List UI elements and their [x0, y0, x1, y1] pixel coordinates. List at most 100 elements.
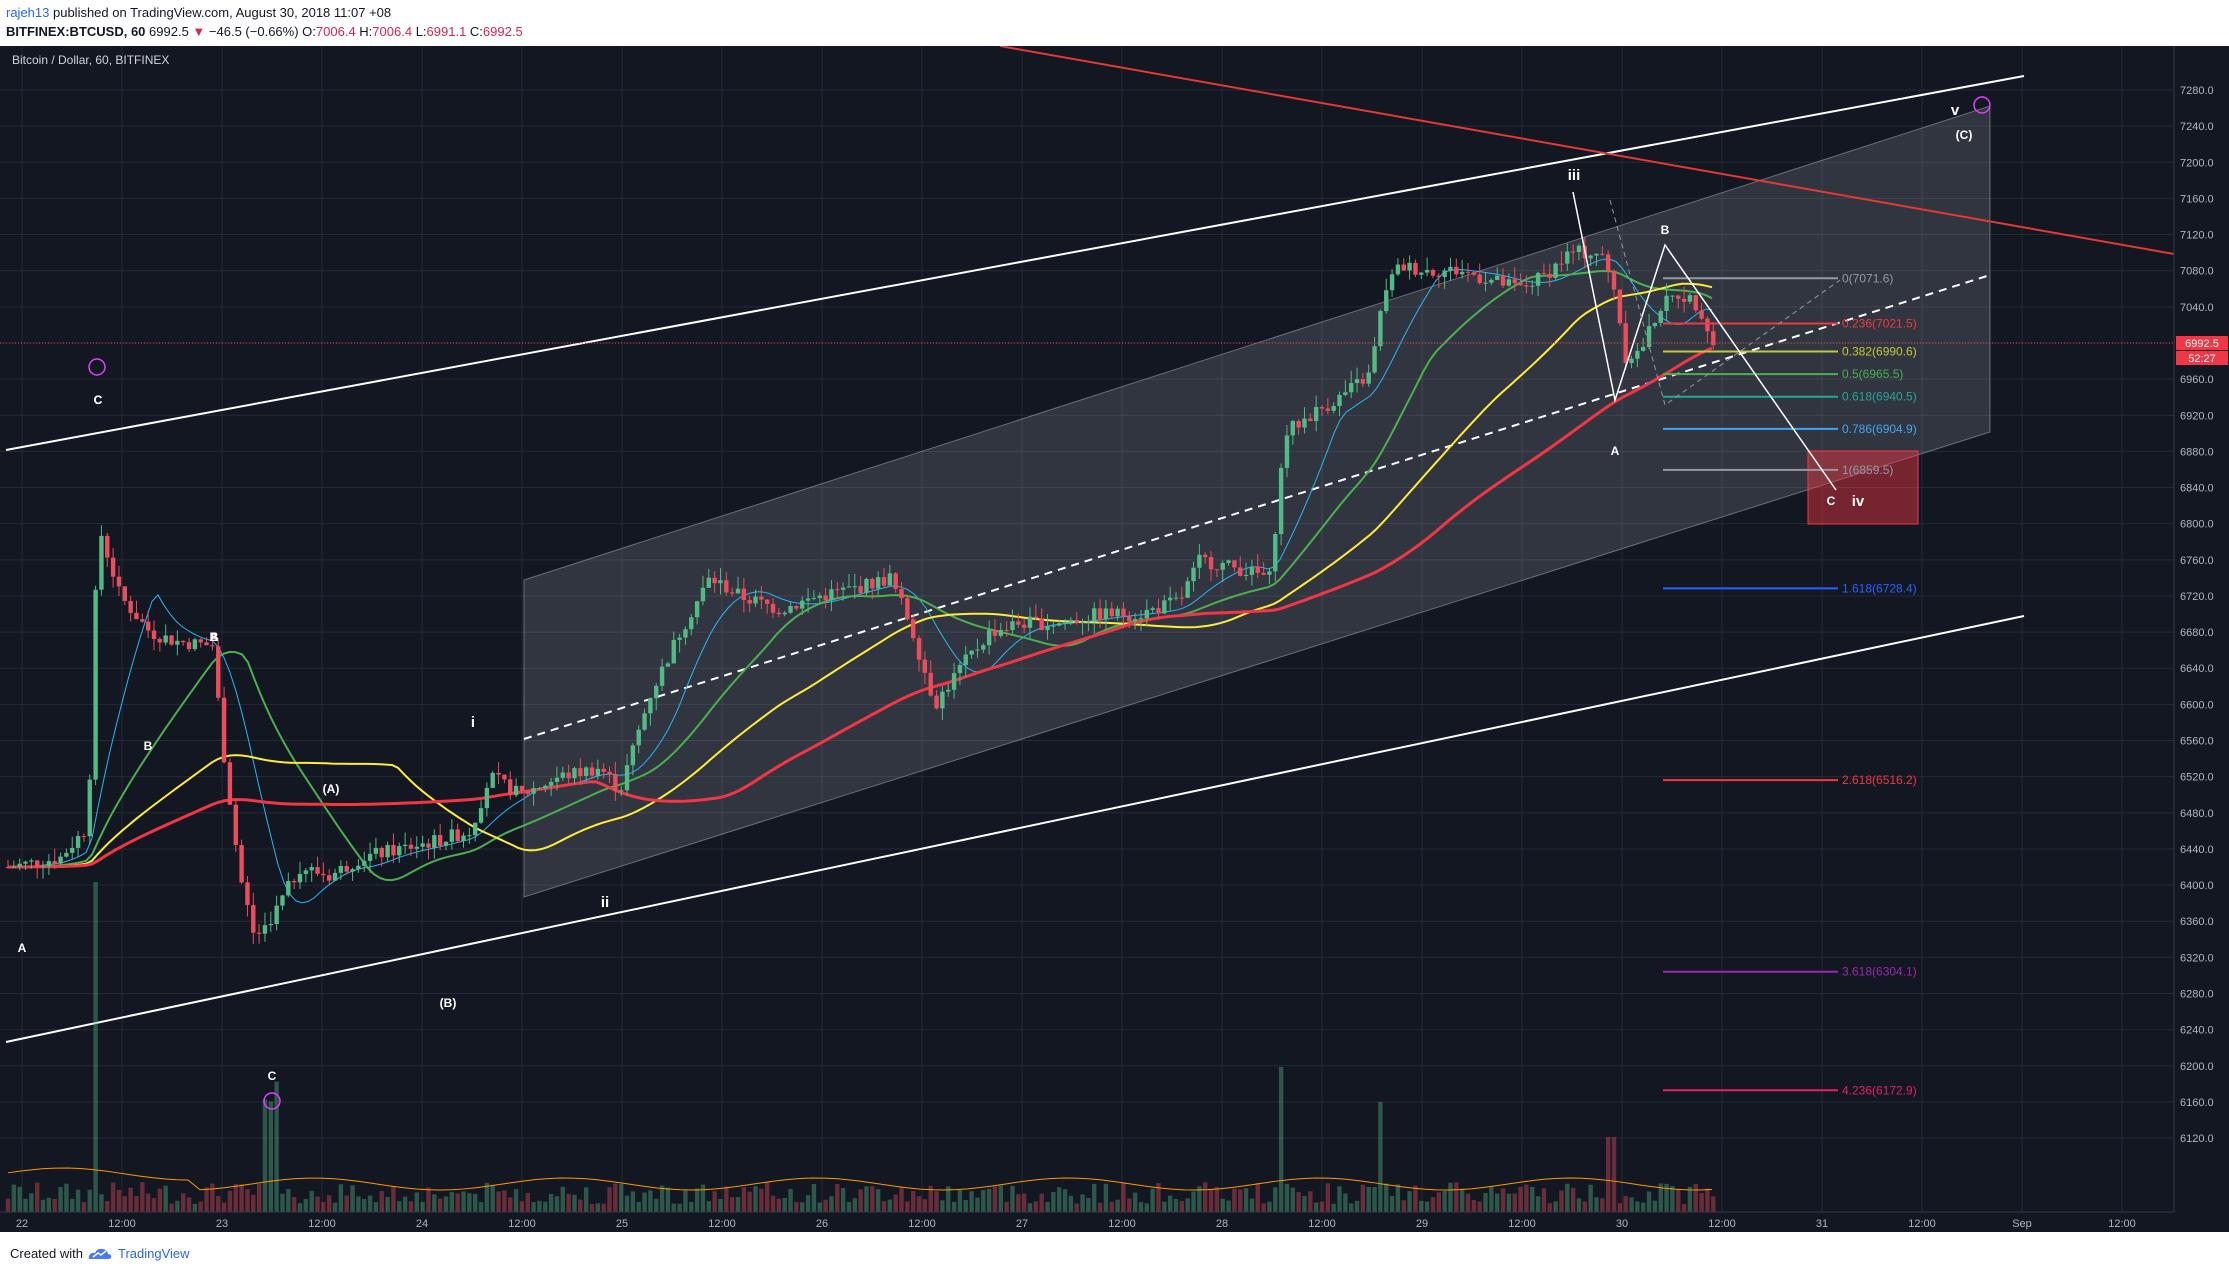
- volume-bar: [893, 1194, 898, 1212]
- volume-bar: [852, 1198, 857, 1212]
- high-value: 7006.4: [372, 24, 413, 39]
- candle-body: [1308, 418, 1313, 422]
- candle-body: [537, 788, 542, 790]
- candle-body: [548, 781, 554, 786]
- candle-body: [216, 646, 221, 698]
- volume-bar: [461, 1191, 466, 1212]
- volume-bar: [747, 1191, 752, 1212]
- volume-bar: [1495, 1193, 1500, 1212]
- price-tick-label: 6320.0: [2180, 952, 2214, 964]
- candle-body: [1693, 295, 1698, 311]
- price-tick-label: 6480.0: [2180, 808, 2214, 820]
- volume-bar: [1378, 1102, 1383, 1212]
- time-tick-label: 31: [1816, 1218, 1828, 1230]
- price-axis[interactable]: [2174, 46, 2229, 1232]
- tradingview-brand[interactable]: TradingView: [118, 1246, 190, 1261]
- candle-body: [905, 598, 910, 620]
- volume-bar: [1535, 1196, 1541, 1212]
- volume-bar: [221, 1202, 227, 1212]
- candle-body: [321, 873, 326, 876]
- candle-body: [426, 843, 431, 848]
- volume-bar: [478, 1202, 484, 1212]
- time-tick-label: 12:00: [108, 1218, 136, 1230]
- volume-bar: [548, 1193, 554, 1212]
- time-axis[interactable]: [0, 1212, 2229, 1232]
- volume-bar: [70, 1198, 75, 1212]
- volume-bar: [741, 1187, 747, 1212]
- volume-bar: [1395, 1184, 1401, 1212]
- candle-body: [1097, 608, 1103, 620]
- candle-body: [181, 640, 186, 643]
- volume-bar: [1290, 1187, 1295, 1212]
- volume-bar: [1033, 1201, 1039, 1212]
- price-tick-label: 6160.0: [2180, 1097, 2214, 1109]
- volume-bar: [1308, 1191, 1313, 1212]
- last-price-tag-text: 6992.5: [2185, 338, 2219, 350]
- candle-body: [1115, 608, 1120, 617]
- red-downtrend-line: [999, 46, 2175, 255]
- volume-bar: [519, 1201, 525, 1212]
- candle-body: [1681, 298, 1687, 302]
- candle-body: [350, 869, 355, 872]
- candle-body: [566, 772, 571, 779]
- candle-body: [607, 771, 612, 775]
- candle-body: [887, 573, 893, 586]
- volume-bar: [654, 1198, 659, 1212]
- volume-bar: [1623, 1195, 1628, 1212]
- price-tick-label: 6800.0: [2180, 519, 2214, 531]
- volume-bar: [928, 1185, 933, 1212]
- candle-body: [659, 666, 665, 686]
- price-tick-label: 6200.0: [2180, 1061, 2214, 1073]
- volume-bar: [426, 1187, 431, 1212]
- volume-bar: [566, 1193, 571, 1212]
- candle-body: [99, 535, 104, 590]
- candle-body: [1226, 560, 1231, 563]
- candle-body: [811, 598, 817, 600]
- volume-bar: [473, 1193, 478, 1212]
- author-link[interactable]: rajeh13: [6, 5, 50, 20]
- volume-bar: [344, 1195, 349, 1212]
- price-tick-label: 6440.0: [2180, 844, 2214, 856]
- candle-body: [1273, 534, 1278, 572]
- wave-label: C: [94, 393, 103, 407]
- volume-bar: [1635, 1201, 1640, 1212]
- candle-body: [759, 596, 764, 600]
- volume-bar: [1354, 1200, 1360, 1212]
- candle-body: [408, 844, 414, 849]
- volume-bar: [1576, 1198, 1582, 1212]
- volume-bar: [1483, 1193, 1488, 1212]
- volume-bar: [1162, 1201, 1167, 1212]
- volume-bar: [251, 1194, 256, 1212]
- price-chart[interactable]: 0(7071.6) 0.236(7021.5) 0.382(6990.6) 0.5(6…: [0, 46, 2229, 1232]
- candle-body: [29, 860, 34, 862]
- candle-body: [724, 580, 729, 593]
- candle-body: [52, 861, 57, 864]
- candle-body: [1249, 566, 1255, 575]
- volume-bar: [1092, 1183, 1097, 1212]
- candle-body: [1121, 608, 1126, 617]
- candle-body: [1512, 279, 1517, 284]
- candle-body: [1197, 554, 1202, 568]
- volume-bar: [916, 1196, 922, 1212]
- candle-body: [1127, 616, 1132, 622]
- volume-bar: [432, 1194, 437, 1212]
- volume-bar: [286, 1189, 291, 1212]
- candle-body: [1086, 621, 1091, 623]
- volume-bar: [1191, 1191, 1196, 1212]
- volume-bar: [1203, 1182, 1208, 1212]
- candle-body: [1138, 618, 1144, 620]
- volume-bar: [408, 1201, 414, 1212]
- candle-body: [303, 870, 309, 874]
- candle-body: [1623, 323, 1628, 364]
- candle-body: [1232, 560, 1237, 568]
- candle-body: [1635, 350, 1640, 359]
- candle-body: [1051, 625, 1056, 627]
- volume-bar: [1489, 1186, 1494, 1212]
- volume-bar: [1530, 1186, 1535, 1212]
- volume-bar: [309, 1190, 314, 1212]
- volume-bar: [5, 1198, 11, 1212]
- volume-bar: [46, 1197, 52, 1212]
- wave-label: iii: [1568, 167, 1581, 184]
- candle-body: [1261, 572, 1266, 575]
- wave-label: (B): [440, 996, 457, 1010]
